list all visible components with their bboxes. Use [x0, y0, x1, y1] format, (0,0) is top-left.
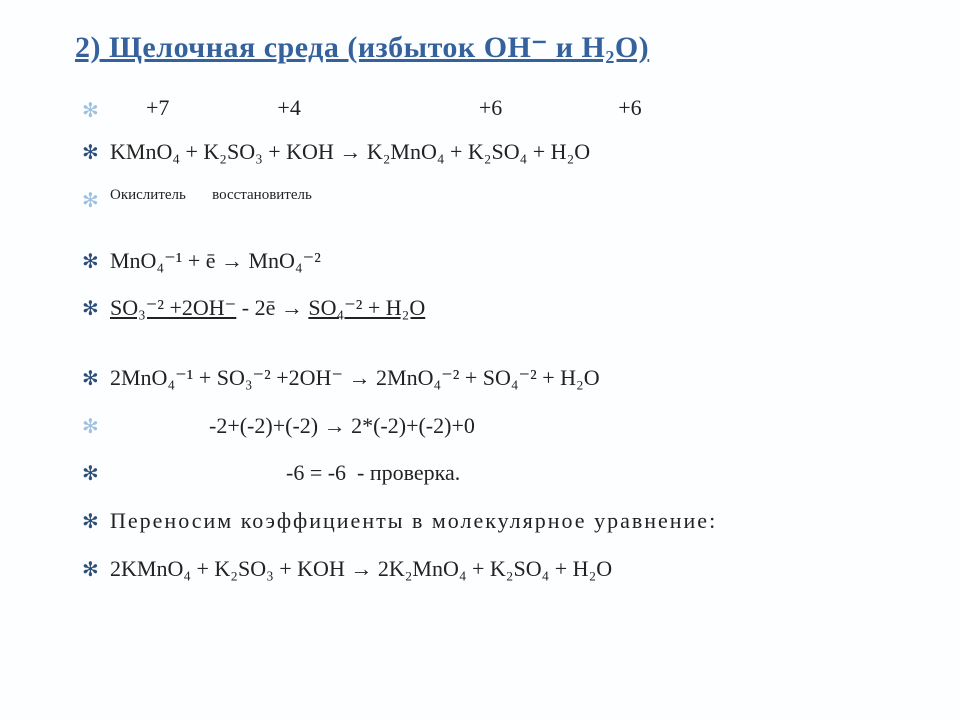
line-text: Переносим коэффициенты в молекулярное ур…: [110, 506, 717, 536]
bullet-asterisk-icon: ✻: [82, 461, 99, 486]
line-text: MnO₄⁻¹ + ē → MnO₄⁻²: [110, 246, 321, 276]
line-text: Окислитель восстановитель: [110, 185, 312, 206]
bullet-snowflake-icon: ✻: [82, 98, 99, 123]
bullet-asterisk-icon: ✻: [82, 249, 99, 274]
content-line: ✻ -2+(-2)+(-2) → 2*(-2)+(-2)+0: [110, 411, 910, 449]
bullet-asterisk-icon: ✻: [82, 366, 99, 391]
content-line: ✻SO₃⁻² +2OH⁻ - 2ē → SO₄⁻² + H₂O: [110, 293, 910, 353]
bullet-asterisk-icon: ✻: [82, 140, 99, 165]
content-line: ✻ -6 = -6 - проверка.: [110, 458, 910, 496]
slide-heading: 2) Щелочная среда (избыток OH⁻ и H₂O): [75, 30, 910, 65]
content-line: ✻Переносим коэффициенты в молекулярное у…: [110, 506, 910, 544]
content-line: ✻2KMnO₄ + K₂SO₃ + KOH → 2K₂MnO₄ + K₂SO₄ …: [110, 554, 910, 602]
content-line: ✻MnO₄⁻¹ + ē → MnO₄⁻²: [110, 246, 910, 284]
content-line: ✻2MnO₄⁻¹ + SO₃⁻² +2OH⁻ → 2MnO₄⁻² + SO₄⁻²…: [110, 363, 910, 401]
bullet-asterisk-icon: ✻: [82, 509, 99, 534]
bullet-snowflake-icon: ✻: [82, 188, 99, 213]
content-line: ✻KMnO₄ + K₂SO₃ + KOH → K₂MnO₄ + K₂SO₄ + …: [110, 137, 910, 175]
line-text: KMnO₄ + K₂SO₃ + KOH → K₂MnO₄ + K₂SO₄ + H…: [110, 137, 590, 167]
content-line: ✻ +7 +4 +6 +6: [110, 95, 910, 127]
line-text: -6 = -6 - проверка.: [110, 458, 460, 488]
slide-content: ✻ +7 +4 +6 +6 ✻KMnO₄ + K₂SO₃ + KOH → K₂Mn…: [110, 95, 910, 602]
line-text: 2MnO₄⁻¹ + SO₃⁻² +2OH⁻ → 2MnO₄⁻² + SO₄⁻² …: [110, 363, 600, 393]
bullet-asterisk-icon: ✻: [82, 557, 99, 582]
bullet-snowflake-icon: ✻: [82, 414, 99, 439]
content-line: ✻Окислитель восстановитель: [110, 185, 910, 236]
line-text: SO₃⁻² +2OH⁻ - 2ē → SO₄⁻² + H₂O: [110, 293, 425, 323]
line-text: 2KMnO₄ + K₂SO₃ + KOH → 2K₂MnO₄ + K₂SO₄ +…: [110, 554, 612, 584]
bullet-asterisk-icon: ✻: [82, 296, 99, 321]
line-text: -2+(-2)+(-2) → 2*(-2)+(-2)+0: [110, 411, 475, 441]
line-text: +7 +4 +6 +6: [110, 95, 642, 121]
